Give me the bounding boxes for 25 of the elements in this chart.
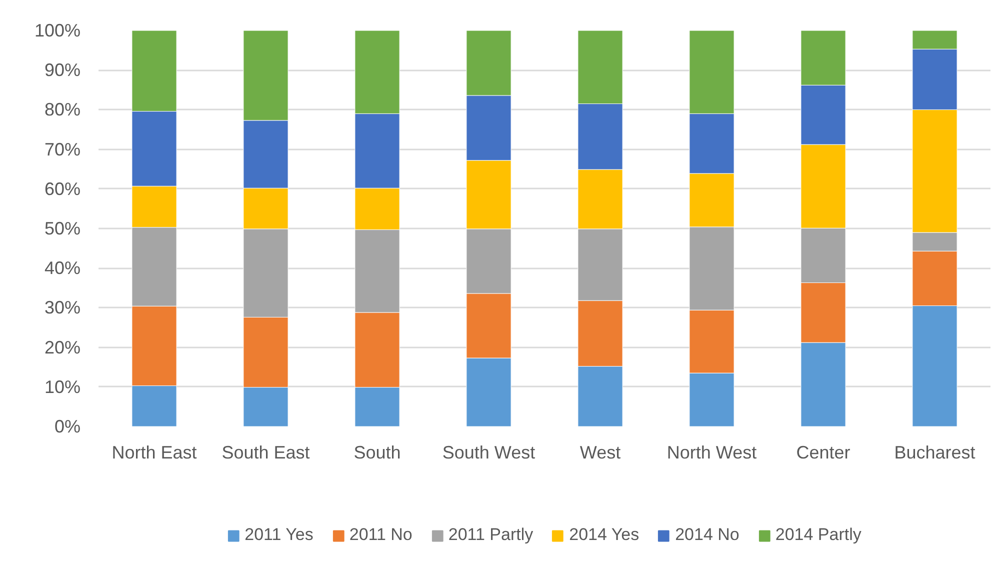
legend-label: 2014 Partly	[775, 525, 862, 545]
y-tick-label: 30%	[44, 298, 81, 318]
y-tick-label: 40%	[44, 258, 81, 278]
legend-label: 2011 Yes	[244, 525, 314, 545]
x-tick-label: South	[354, 442, 401, 462]
x-tick-label: North West	[666, 442, 757, 462]
legend-label: 2014 No	[675, 525, 740, 545]
y-tick-label: 70%	[44, 139, 81, 160]
legend-label: 2011 Partly	[448, 525, 534, 545]
y-tick-label: 0%	[54, 416, 80, 436]
x-tick-label: Bucharest	[894, 442, 976, 462]
x-tick-label: West	[580, 442, 621, 462]
x-tick-label: Center	[796, 442, 850, 462]
x-tick-label: South East	[222, 442, 310, 462]
y-tick-label: 100%	[34, 20, 81, 40]
y-tick-label: 60%	[44, 178, 81, 199]
y-tick-label: 90%	[44, 60, 81, 80]
legend-label: 2011 No	[349, 525, 412, 545]
y-tick-label: 20%	[44, 337, 81, 358]
x-tick-label: South West	[442, 442, 536, 462]
y-tick-label: 50%	[44, 218, 81, 238]
legend-label: 2014 Yes	[569, 525, 640, 545]
x-tick-label: North East	[112, 442, 197, 462]
y-tick-label: 10%	[44, 376, 81, 397]
y-tick-label: 80%	[44, 100, 81, 120]
